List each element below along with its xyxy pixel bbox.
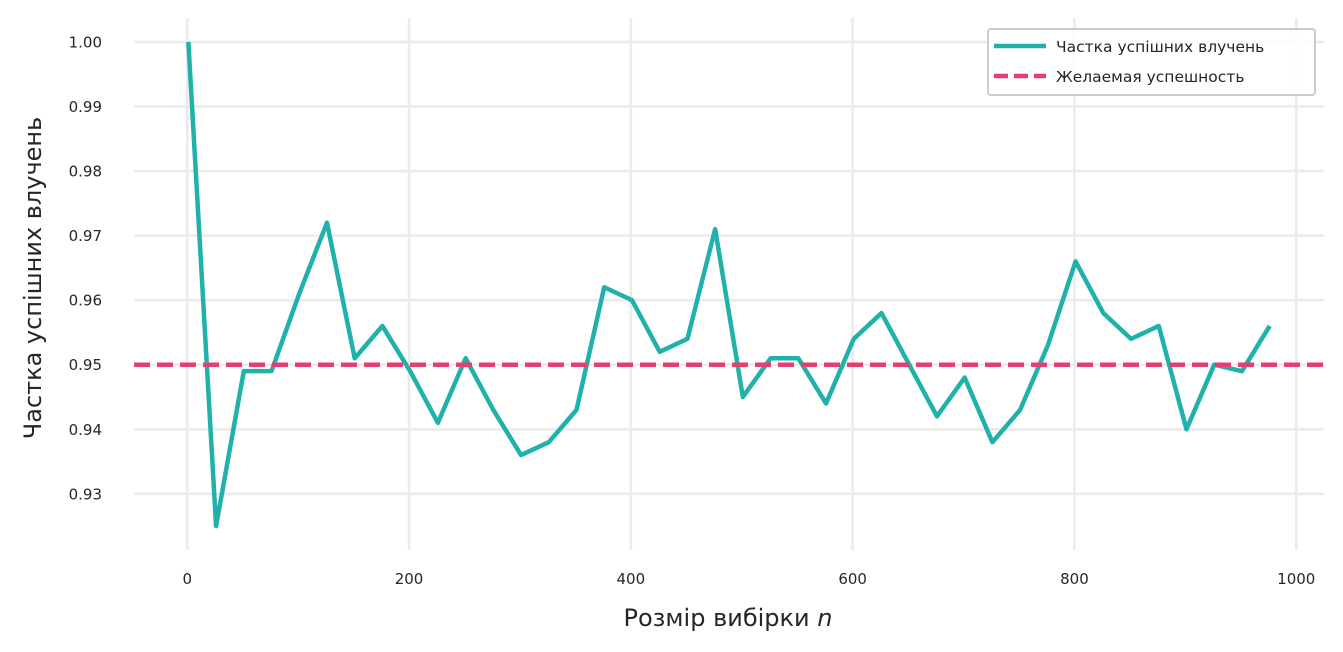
x-tick-label: 600 bbox=[838, 570, 867, 588]
series-layer bbox=[134, 41, 1324, 529]
series-line-success-rate bbox=[186, 41, 1272, 529]
x-tick-label: 0 bbox=[182, 570, 192, 588]
x-axis-variable: n bbox=[817, 604, 832, 632]
x-axis-title-text: Розмір вибірки bbox=[624, 604, 810, 632]
legend-label-target-rate: Желаемая успешность bbox=[1056, 68, 1244, 86]
y-tick-label: 0.99 bbox=[69, 98, 102, 116]
y-axis-title: Частка успішних влучень bbox=[19, 117, 47, 439]
x-axis-title: Розмір вибірки n bbox=[624, 604, 833, 632]
x-tick-labels: 0 200 400 600 800 1000 bbox=[182, 570, 1315, 588]
y-tick-label: 1.00 bbox=[69, 33, 102, 51]
legend-frame bbox=[987, 28, 1316, 96]
legend-label-success-rate: Частка успішних влучень bbox=[1056, 38, 1264, 56]
vertical-gridlines bbox=[185, 18, 1298, 550]
y-tick-label: 0.98 bbox=[69, 163, 102, 181]
horizontal-gridlines bbox=[134, 40, 1324, 496]
x-tick-label: 1000 bbox=[1277, 570, 1315, 588]
y-tick-label: 0.96 bbox=[69, 292, 102, 310]
x-tick-label: 200 bbox=[395, 570, 424, 588]
y-tick-label: 0.94 bbox=[69, 421, 102, 439]
y-tick-labels: 0.93 0.94 0.95 0.96 0.97 0.98 0.99 1.00 bbox=[69, 33, 102, 503]
y-tick-label: 0.93 bbox=[69, 485, 102, 503]
legend: Частка успішних влучень Желаемая успешно… bbox=[987, 28, 1316, 96]
y-tick-label: 0.97 bbox=[69, 227, 102, 245]
x-tick-label: 800 bbox=[1060, 570, 1089, 588]
y-tick-label: 0.95 bbox=[69, 356, 102, 374]
x-tick-label: 400 bbox=[617, 570, 646, 588]
